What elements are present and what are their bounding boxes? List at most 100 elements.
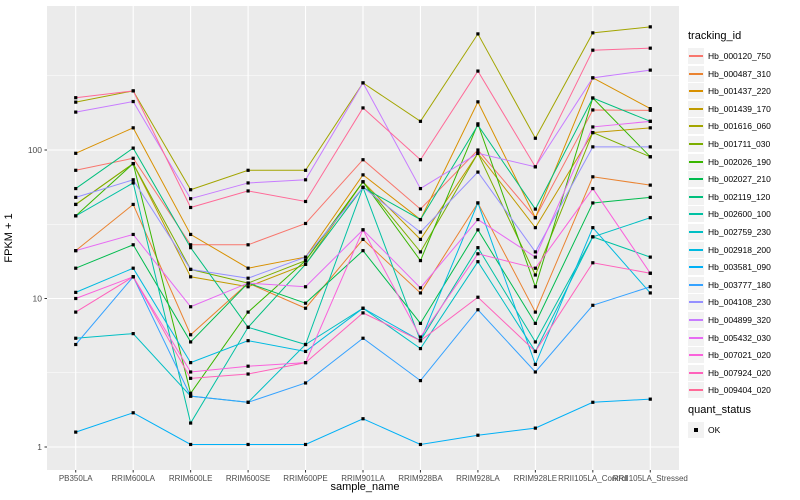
- data-point: [361, 173, 365, 177]
- data-point: [361, 158, 365, 162]
- data-point: [246, 325, 250, 329]
- data-point: [131, 243, 135, 247]
- data-point: [74, 195, 78, 199]
- data-point: [303, 199, 308, 204]
- legend-item-label: Hb_002119_120: [708, 191, 771, 202]
- data-point: [648, 195, 652, 199]
- series-color-line-icon: [689, 336, 703, 339]
- data-point: [476, 69, 480, 73]
- legend-item-Hb_002600_100: Hb_002600_100: [688, 206, 800, 223]
- legend-key: [688, 206, 704, 223]
- data-point: [648, 25, 652, 29]
- legend-key: [688, 347, 704, 364]
- data-point: [648, 216, 652, 220]
- legend-item-label: Hb_002027_210: [708, 174, 771, 185]
- x-tick-label: RRIM928LA: [456, 474, 500, 483]
- data-point: [361, 311, 365, 315]
- data-point: [361, 306, 365, 310]
- x-tick-label: RRII105LA_Stressed: [613, 474, 688, 483]
- legend-item-label: Hb_004899_320: [708, 314, 771, 325]
- y-tick-label: 1: [37, 442, 42, 452]
- series-color-line-icon: [689, 125, 703, 128]
- x-axis-title: sample_name: [330, 481, 400, 493]
- data-point: [648, 271, 652, 275]
- data-point: [476, 260, 480, 264]
- data-point: [533, 207, 537, 211]
- x-tick-label: RRIM600SE: [226, 474, 270, 483]
- data-point: [303, 381, 308, 385]
- y-tick-label: 10: [33, 294, 43, 304]
- legend-item-label: Hb_004108_230: [708, 297, 771, 308]
- data-point: [189, 361, 193, 365]
- data-point: [476, 295, 480, 299]
- series-color-line-icon: [689, 142, 703, 145]
- data-point: [648, 255, 652, 259]
- legend-item-label: Hb_005432_030: [708, 332, 771, 343]
- legend-key: [688, 382, 704, 399]
- data-point: [303, 262, 308, 266]
- legend-key: [688, 329, 704, 346]
- data-point: [189, 246, 193, 250]
- legend-tracking-id-title: tracking_id: [688, 30, 742, 42]
- legend-key: [688, 65, 704, 82]
- series-color-line-icon: [689, 213, 703, 216]
- data-point: [131, 178, 135, 182]
- data-point: [189, 394, 193, 398]
- data-point: [74, 430, 78, 434]
- data-point: [418, 237, 423, 242]
- series-color-line-icon: [689, 195, 703, 198]
- data-point: [74, 290, 78, 294]
- data-point: [533, 340, 537, 344]
- data-point: [418, 346, 423, 351]
- legend-item-label: Hb_001616_060: [708, 121, 771, 132]
- data-point: [74, 266, 78, 270]
- legend-item-label: Hb_001437_220: [708, 86, 771, 97]
- data-point: [189, 370, 193, 374]
- data-point: [418, 339, 423, 343]
- series-color-line-icon: [689, 55, 703, 57]
- legend-item-Hb_000120_750: Hb_000120_750: [688, 48, 800, 64]
- data-point: [418, 230, 423, 234]
- legend-item-label: Hb_001439_170: [708, 103, 771, 114]
- data-point: [648, 145, 652, 149]
- data-point: [476, 148, 480, 152]
- data-point: [476, 170, 480, 174]
- legend-item-Hb_001439_170: Hb_001439_170: [688, 100, 800, 117]
- data-point: [476, 433, 480, 437]
- data-point: [533, 321, 537, 325]
- legend-item-ok: OK: [688, 422, 800, 438]
- legend-item-Hb_001437_220: Hb_001437_220: [688, 83, 800, 100]
- legend-key: [688, 48, 704, 64]
- series-color-line-icon: [689, 178, 703, 181]
- data-point: [361, 237, 365, 242]
- data-point: [533, 426, 537, 430]
- data-point: [648, 46, 652, 50]
- data-point: [533, 165, 537, 169]
- data-point: [131, 266, 135, 270]
- series-color-line-icon: [689, 266, 703, 269]
- series-color-line-icon: [689, 371, 703, 374]
- data-point: [303, 349, 308, 354]
- data-point: [476, 201, 480, 205]
- legend-key: [688, 135, 704, 152]
- legend-item-Hb_002918_200: Hb_002918_200: [688, 241, 800, 258]
- data-point: [648, 397, 652, 401]
- data-point: [246, 181, 250, 185]
- data-point: [648, 107, 652, 111]
- y-tick-label: 100: [28, 145, 42, 155]
- data-point: [131, 161, 135, 166]
- series-color-line-icon: [689, 389, 703, 392]
- data-point: [303, 361, 308, 365]
- legend-key: [688, 259, 704, 276]
- series-color-line-icon: [689, 90, 703, 93]
- legend-item-Hb_002026_190: Hb_002026_190: [688, 153, 800, 170]
- data-point: [74, 100, 78, 104]
- x-tick-label: RRII105LA_Control: [558, 474, 628, 483]
- data-point: [246, 266, 250, 270]
- data-point: [533, 285, 537, 289]
- x-tick-label: RRIM901LA: [341, 474, 385, 483]
- legend-item-Hb_007021_020: Hb_007021_020: [688, 347, 800, 364]
- legend-item-Hb_001711_030: Hb_001711_030: [688, 135, 800, 152]
- x-tick-label: RRIM600PE: [283, 474, 327, 483]
